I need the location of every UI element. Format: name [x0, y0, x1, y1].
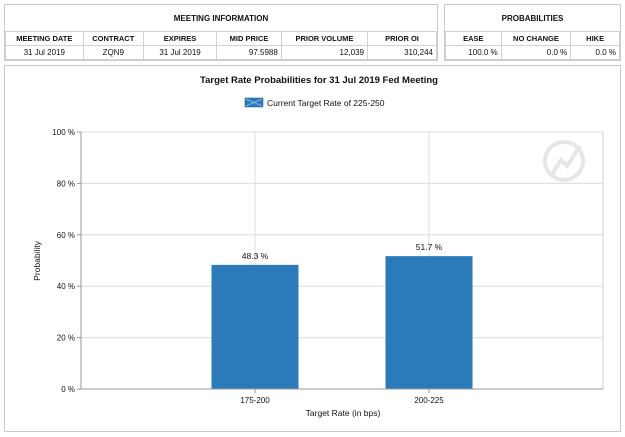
legend: Current Target Rate of 225-250: [244, 97, 385, 108]
header-contract: CONTRACT: [82, 31, 144, 46]
meeting-info-table: MEETING INFORMATION MEETING DATE CONTRAC…: [5, 5, 437, 60]
legend-label: Current Target Rate of 225-250: [267, 98, 385, 108]
contract-value: ZQN9: [82, 45, 144, 60]
plot-area: [80, 131, 604, 390]
expires-value: 31 Jul 2019: [142, 45, 218, 60]
meeting-date-value: 31 Jul 2019: [5, 45, 84, 60]
meeting-info-panel: MEETING INFORMATION MEETING DATE CONTRAC…: [4, 4, 438, 61]
y-tick-label: 0 %: [61, 385, 75, 394]
probabilities-table: PROBABILITIES EASE NO CHANGE HIKE 100.0 …: [445, 5, 620, 60]
header-prior-volume: PRIOR VOLUME: [280, 31, 369, 46]
header-mid-price: MID PRICE: [216, 31, 282, 46]
bar-value-label: 48.3 %: [242, 251, 269, 261]
probabilities-panel: PROBABILITIES EASE NO CHANGE HIKE 100.0 …: [444, 4, 621, 61]
header-meeting-date: MEETING DATE: [5, 31, 84, 46]
watermark-logo: [543, 140, 585, 182]
target-rate-chart: Target Rate Probabilities for 31 Jul 201…: [32, 75, 604, 418]
header-hike: HIKE: [570, 31, 620, 46]
y-tick-label: 40 %: [57, 282, 75, 291]
y-tick-label: 60 %: [57, 231, 75, 240]
y-tick-label: 20 %: [57, 334, 75, 343]
no-change-value: 0.0 %: [500, 45, 572, 60]
header-prior-oi: PRIOR OI: [367, 31, 437, 46]
prior-oi-value: 310,244: [367, 45, 437, 60]
y-axis-label: Probability: [32, 240, 42, 280]
watermark-circle: [543, 140, 585, 182]
bar-200-225: [385, 256, 473, 389]
x-axis-label: Target Rate (in bps): [306, 408, 381, 418]
bar-value-label: 51.7 %: [416, 242, 443, 252]
watermark-mark: [549, 144, 582, 178]
header-ease: EASE: [445, 31, 502, 46]
x-tick-label: 200-225: [414, 396, 444, 405]
bar-175-200: [211, 264, 299, 389]
y-tick-label: 100 %: [52, 128, 75, 137]
meeting-info-title: MEETING INFORMATION: [5, 5, 437, 32]
probabilities-title: PROBABILITIES: [445, 5, 620, 32]
chart-panel: Target Rate Probabilities for 31 Jul 201…: [4, 65, 621, 432]
hike-value: 0.0 %: [570, 45, 620, 60]
ease-value: 100.0 %: [445, 45, 502, 60]
header-no-change: NO CHANGE: [500, 31, 572, 46]
x-tick-label: 175-200: [240, 396, 270, 405]
header-expires: EXPIRES: [142, 31, 218, 46]
legend-swatch-pattern: [245, 98, 263, 107]
y-tick-label: 80 %: [57, 179, 75, 188]
mid-price-value: 97.5988: [216, 45, 282, 60]
chart-title: Target Rate Probabilities for 31 Jul 201…: [200, 75, 438, 86]
prior-volume-value: 12,039: [280, 45, 369, 60]
